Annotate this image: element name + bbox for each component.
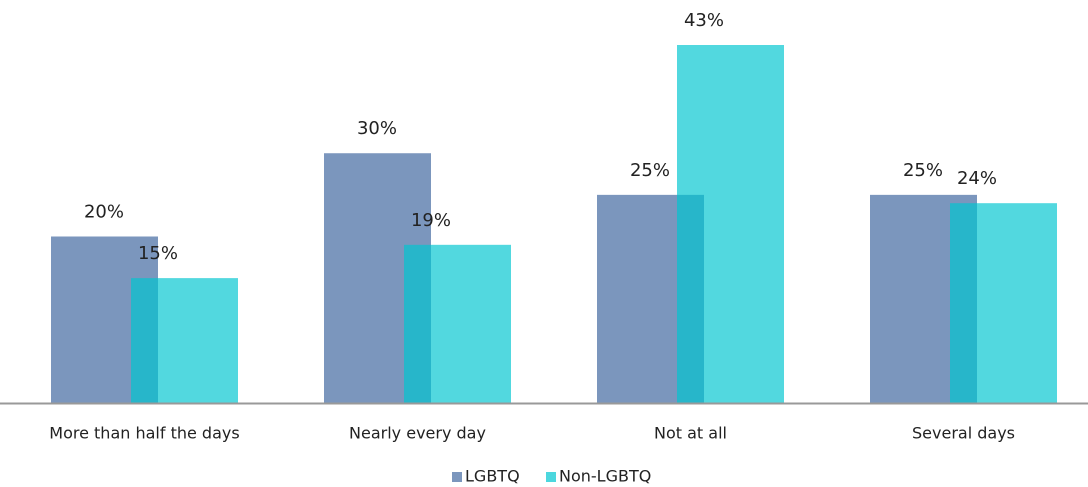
legend-label: LGBTQ: [465, 467, 520, 486]
legend-swatch: [546, 472, 556, 482]
data-label: 24%: [957, 168, 997, 189]
bar: [404, 244, 511, 403]
x-tick-label: Nearly every day: [349, 424, 486, 443]
bar: [677, 45, 784, 403]
data-label: 25%: [630, 160, 670, 181]
data-label: 15%: [138, 243, 178, 264]
x-tick-label: Not at all: [654, 424, 727, 443]
data-label: 43%: [684, 10, 724, 31]
x-tick-label: More than half the days: [49, 424, 239, 443]
bar: [950, 203, 1057, 403]
data-label: 19%: [411, 210, 451, 231]
data-label: 20%: [84, 201, 124, 222]
x-tick-label: Several days: [912, 424, 1015, 443]
bar: [131, 278, 238, 403]
data-label: 30%: [357, 118, 397, 139]
legend-swatch: [452, 472, 462, 482]
data-label: 25%: [903, 160, 943, 181]
legend-label: Non-LGBTQ: [559, 467, 651, 486]
